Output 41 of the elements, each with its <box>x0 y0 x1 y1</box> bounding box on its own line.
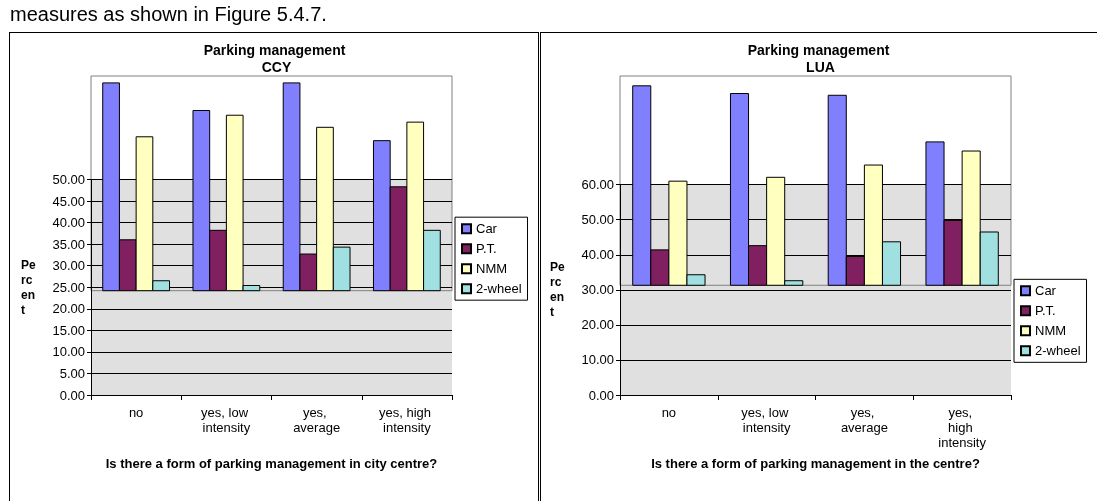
legend-label: Car <box>476 221 498 237</box>
y-tick-label: 20.00 <box>581 317 614 333</box>
y-tick-label: 40.00 <box>581 247 614 263</box>
legend-label: 2-wheel <box>476 281 522 297</box>
y-tick-label: 5.00 <box>59 365 85 381</box>
y-tick-label: 10.00 <box>52 344 85 360</box>
legend-label: Car <box>1035 283 1057 299</box>
legend-label: P.T. <box>1035 303 1056 319</box>
x-tick-label: yes, low intensity <box>741 405 792 435</box>
y-tick-label: 0.00 <box>588 387 614 403</box>
chart-title: Parking management LUA <box>747 41 894 75</box>
y-tick-label: 0.00 <box>59 387 85 403</box>
legend-label: NMM <box>1035 323 1067 339</box>
y-tick-label: 40.00 <box>52 215 85 231</box>
x-tick-label: yes, average <box>293 405 341 435</box>
y-axis-title: Percent <box>21 257 36 317</box>
x-tick-label: no <box>661 405 677 420</box>
y-tick-label: 20.00 <box>52 301 85 317</box>
x-axis-title: Is there a form of parking management in the centre? <box>651 455 980 471</box>
y-tick-label: 25.00 <box>52 279 85 295</box>
x-tick-label: yes, low intensity <box>201 405 252 435</box>
x-axis-title: Is there a form of parking management in city centre? <box>105 455 438 471</box>
y-tick-label: 50.00 <box>581 212 614 228</box>
y-tick-label: 60.00 <box>581 177 614 193</box>
y-tick-label: 10.00 <box>581 352 614 368</box>
legend-label: NMM <box>476 261 508 277</box>
x-tick-label: yes, high intensity <box>379 405 435 435</box>
text: measures as shown in Figure 5.4.7. <box>10 3 327 25</box>
legend-label: 2-wheel <box>1035 343 1081 359</box>
x-tick-label: no <box>128 405 144 420</box>
y-tick-label: 30.00 <box>52 258 85 274</box>
x-tick-label: yes, average <box>840 405 888 435</box>
y-tick-label: 35.00 <box>52 236 85 252</box>
chart-title: Parking management CCY <box>203 41 350 75</box>
y-tick-label: 30.00 <box>581 282 614 298</box>
legend-label: P.T. <box>476 241 497 257</box>
y-axis-title: Percent <box>550 260 565 320</box>
y-tick-label: 45.00 <box>52 193 85 209</box>
y-tick-label: 15.00 <box>52 322 85 338</box>
x-tick-label: yes, high intensity <box>938 405 987 450</box>
y-tick-label: 50.00 <box>52 171 85 187</box>
